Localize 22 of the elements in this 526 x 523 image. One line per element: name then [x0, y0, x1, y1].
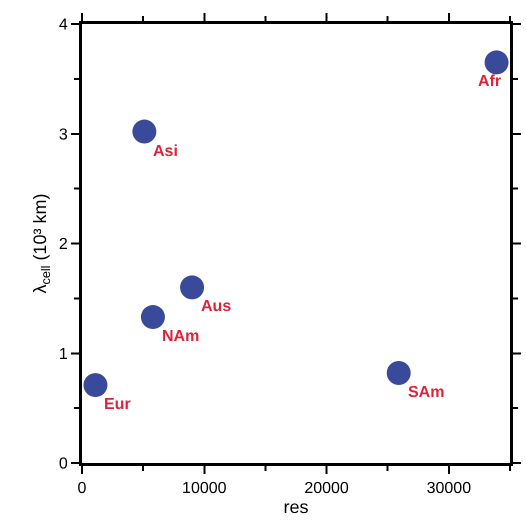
- point: [140, 305, 165, 330]
- annotation: SAm: [408, 384, 444, 401]
- y-tick-label: 3: [58, 126, 68, 144]
- x-tick-label: 20000: [304, 480, 349, 498]
- y-tick-label: 4: [58, 16, 68, 34]
- point: [386, 361, 411, 385]
- x-axis-title: res: [283, 497, 309, 518]
- point: [180, 275, 204, 300]
- y-tick-label: 2: [58, 236, 68, 254]
- annotation: Aus: [201, 298, 232, 315]
- annotation: Afr: [478, 73, 502, 90]
- annotation: Eur: [104, 396, 131, 413]
- y-tick-label: 0: [58, 456, 68, 473]
- annotation: Asi: [153, 143, 178, 160]
- point: [83, 373, 108, 398]
- annotation: NAm: [162, 328, 200, 345]
- point: [132, 120, 156, 144]
- x-tick-label: 10000: [182, 480, 227, 498]
- y-tick-label: 1: [58, 346, 68, 363]
- x-tick-label: 0: [78, 480, 87, 498]
- x-tick-label: 30000: [426, 480, 472, 498]
- point: [484, 50, 509, 74]
